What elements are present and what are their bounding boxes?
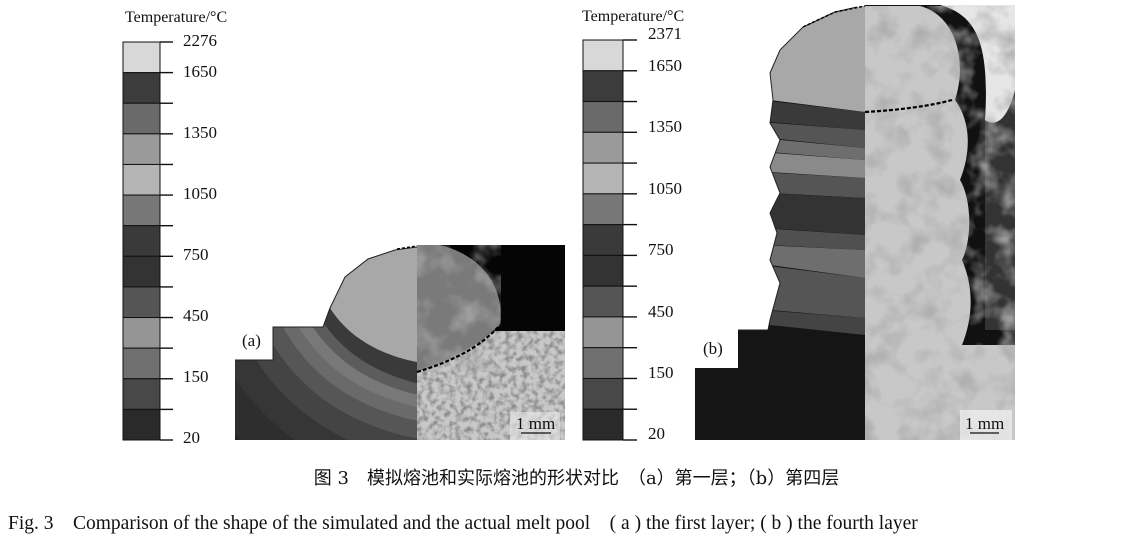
legend-tick-label: 1650	[183, 62, 217, 81]
legend-color-band	[582, 193, 624, 226]
legend-tick-label: 150	[648, 363, 674, 382]
panel-b: Temperature/°C 2371 1650 1350 1050 750 4…	[582, 5, 1015, 443]
legend-color-band	[122, 41, 161, 74]
legend-title: Temperature/°C	[125, 9, 227, 26]
legend-tick-label: 2371	[648, 24, 682, 43]
legend-tick-label: 1350	[183, 123, 217, 142]
figure-caption-english: Fig. 3 Comparison of the shape of the si…	[8, 513, 918, 534]
legend-color-band	[122, 317, 161, 349]
legend-color-band	[122, 133, 161, 165]
legend-tick-label: 20	[648, 424, 665, 443]
legend-color-band	[122, 255, 161, 288]
panel-a: Temperature/°C 2276 1650 1350 1050 750 4…	[122, 9, 565, 447]
legend-color-band	[582, 162, 624, 195]
legend-color-band	[122, 72, 161, 104]
legend-tick-label: 450	[183, 306, 209, 325]
legend-color-band	[582, 408, 624, 441]
legend-color-band	[122, 408, 161, 441]
legend-tick-label: 2276	[183, 31, 217, 50]
legend-color-band	[122, 225, 161, 257]
legend-color-band	[582, 70, 624, 103]
legend-color-band	[582, 316, 624, 349]
legend-tick-label: 450	[648, 302, 674, 321]
figure-caption-chinese: 图 3 模拟熔池和实际熔池的形状对比 （a）第一层；（b）第四层	[313, 468, 840, 489]
legend-color-band	[582, 101, 624, 133]
scale-bar: 1 mm	[516, 414, 555, 434]
simulated-melt-pool	[695, 6, 865, 440]
legend-color-band	[582, 131, 624, 164]
legend-color-band	[582, 377, 624, 410]
figure: Temperature/°C 2276 1650 1350 1050 750 4…	[122, 5, 1015, 447]
legend-color-band	[582, 224, 624, 256]
scale-bar-label: 1 mm	[516, 414, 555, 433]
legend-color-band	[582, 254, 624, 287]
legend-color-band	[122, 102, 161, 135]
legend-tick-label: 1050	[183, 184, 217, 203]
panel-label: (b)	[703, 339, 723, 358]
temperature-legend	[582, 39, 637, 441]
legend-title: Temperature/°C	[582, 8, 684, 25]
legend-tick-label: 750	[648, 240, 674, 259]
legend-tick-label: 20	[183, 428, 200, 447]
legend-color-band	[122, 194, 161, 227]
panel-label: (a)	[242, 331, 261, 350]
scale-bar-label: 1 mm	[965, 414, 1004, 433]
legend-color-band	[122, 347, 161, 380]
legend-tick-label: 750	[183, 245, 209, 264]
micrograph-b	[864, 5, 1015, 440]
legend-color-band	[582, 39, 624, 72]
legend-tick-label: 1650	[648, 56, 682, 75]
micrograph-a	[396, 245, 565, 440]
temperature-legend	[122, 41, 173, 441]
legend-color-band	[582, 285, 624, 318]
legend-tick-label: 1050	[648, 179, 682, 198]
legend-tick-label: 150	[183, 367, 209, 386]
legend-color-band	[122, 378, 161, 410]
scale-bar: 1 mm	[965, 414, 1004, 434]
legend-color-band	[582, 347, 624, 379]
legend-tick-label: 1350	[648, 117, 682, 136]
legend-color-band	[122, 163, 161, 196]
simulated-melt-pool	[235, 247, 417, 440]
legend-color-band	[122, 286, 161, 319]
